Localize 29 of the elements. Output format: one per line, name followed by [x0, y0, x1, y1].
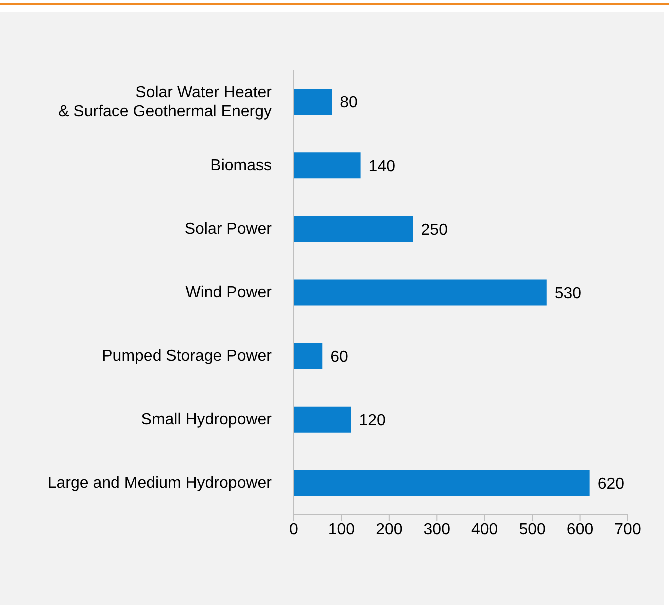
x-tick-label: 700 — [614, 521, 642, 538]
y-tick-label: Small Hydropower — [141, 411, 273, 428]
x-tick-label: 500 — [519, 521, 546, 538]
y-tick-label: Large and Medium Hydropower — [48, 474, 273, 492]
y-tick-label: Biomass — [210, 156, 272, 174]
y-tick-label: Solar Power — [184, 220, 273, 238]
data-label: 120 — [359, 412, 386, 430]
bar — [294, 280, 547, 306]
data-label: 530 — [554, 285, 582, 302]
x-tick-label: 300 — [424, 521, 451, 538]
x-tick-label: 0 — [290, 521, 299, 538]
data-label: 140 — [368, 158, 396, 176]
x-tick-label: 100 — [328, 521, 356, 538]
y-tick-label: Solar Water Heater & Surface Geothermal Energy — [58, 84, 273, 120]
bar — [294, 406, 352, 433]
data-label: 620 — [598, 476, 625, 494]
bar — [294, 152, 361, 179]
bar — [294, 89, 332, 115]
x-tick-label: 400 — [472, 521, 498, 538]
data-label: 60 — [330, 348, 349, 366]
x-tick-label: 600 — [566, 521, 594, 538]
y-tick-label: Pumped Storage Power — [102, 348, 273, 365]
bar — [294, 470, 590, 496]
bar — [294, 216, 414, 242]
bar — [294, 343, 323, 370]
data-label: 80 — [340, 94, 358, 112]
y-tick-label: Wind Power — [186, 284, 273, 301]
data-label: 250 — [421, 222, 448, 239]
x-tick-label: 200 — [376, 521, 403, 538]
